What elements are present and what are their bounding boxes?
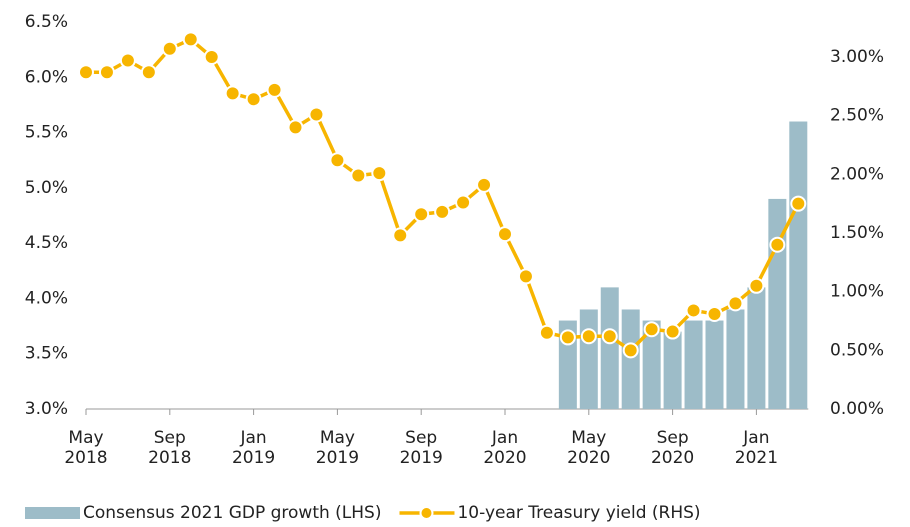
y-tick-label: 5.5% xyxy=(25,123,68,143)
marker xyxy=(559,329,576,346)
bar xyxy=(705,320,724,409)
marker xyxy=(413,206,430,223)
marker xyxy=(224,85,241,102)
bar xyxy=(789,121,808,409)
y-tick-label: 4.0% xyxy=(25,288,68,308)
y2-tick-label: 2.00% xyxy=(830,164,884,184)
x-tick-label: Jan 2021 xyxy=(735,428,778,468)
legend-swatch xyxy=(419,506,434,520)
legend-label: Consensus 2021 GDP growth (LHS) xyxy=(83,503,381,523)
marker xyxy=(601,328,618,345)
bar xyxy=(600,287,619,409)
marker xyxy=(78,64,94,81)
legend-label: 10-year Treasury yield (RHS) xyxy=(457,503,700,523)
marker xyxy=(140,64,157,81)
marker xyxy=(538,324,555,341)
y-tick-label: 6.5% xyxy=(25,12,68,32)
y2-tick-label: 3.00% xyxy=(830,47,884,67)
bar xyxy=(642,320,661,409)
marker xyxy=(308,106,325,123)
marker xyxy=(580,328,597,345)
marker xyxy=(790,195,807,212)
y2-tick-label: 2.50% xyxy=(830,106,884,126)
x-tick-label: Sep 2019 xyxy=(400,428,443,468)
marker xyxy=(350,167,367,184)
y2-tick-label: 0.00% xyxy=(830,399,884,419)
marker xyxy=(98,64,115,81)
marker xyxy=(182,31,199,48)
marker xyxy=(119,52,136,69)
bar xyxy=(579,309,598,409)
x-tick-label: May 2018 xyxy=(64,428,107,468)
marker xyxy=(287,119,304,136)
y-tick-label: 5.0% xyxy=(25,178,68,198)
y2-tick-label: 0.50% xyxy=(830,340,884,360)
marker xyxy=(476,176,493,193)
marker xyxy=(769,236,786,253)
x-tick-label: May 2019 xyxy=(316,428,359,468)
marker xyxy=(266,81,283,98)
marker xyxy=(622,342,639,359)
marker xyxy=(685,302,702,319)
bar xyxy=(747,287,766,409)
x-tick-label: Jan 2019 xyxy=(232,428,275,468)
marker xyxy=(727,295,744,312)
marker xyxy=(497,226,513,243)
x-tick-label: Sep 2018 xyxy=(148,428,191,468)
y-tick-label: 4.5% xyxy=(25,233,68,253)
y2-tick-label: 1.50% xyxy=(830,223,884,243)
marker xyxy=(392,227,409,244)
marker xyxy=(455,194,472,211)
marker xyxy=(643,321,660,338)
marker xyxy=(748,277,765,294)
y-tick-label: 6.0% xyxy=(25,67,68,87)
marker xyxy=(329,152,346,169)
y-tick-label: 3.0% xyxy=(25,399,68,419)
marker xyxy=(664,323,681,340)
marker xyxy=(706,305,723,322)
y2-tick-label: 1.00% xyxy=(830,282,884,302)
legend-swatch xyxy=(25,507,80,519)
marker xyxy=(203,49,220,65)
x-tick-label: May 2020 xyxy=(567,428,610,468)
bar xyxy=(621,309,640,409)
x-tick-label: Sep 2020 xyxy=(651,428,694,468)
marker xyxy=(371,165,388,182)
marker xyxy=(245,91,262,108)
bar xyxy=(726,309,745,409)
marker xyxy=(517,268,534,285)
marker xyxy=(161,40,178,57)
x-tick-label: Jan 2020 xyxy=(483,428,526,468)
marker xyxy=(434,203,451,220)
y-tick-label: 3.5% xyxy=(25,344,68,364)
bar xyxy=(684,320,703,409)
bar xyxy=(663,331,682,409)
